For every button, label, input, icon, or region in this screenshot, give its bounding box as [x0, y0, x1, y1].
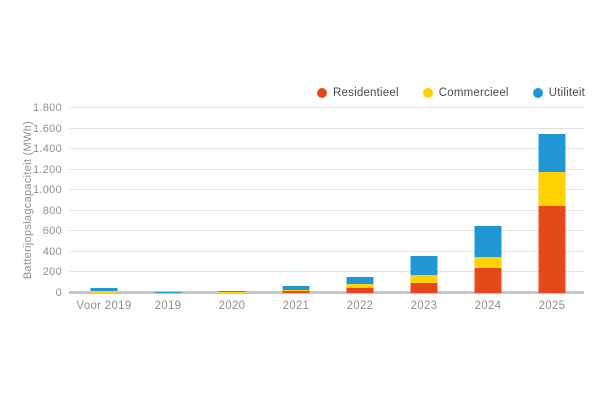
stacked-bar-2024 — [474, 226, 502, 293]
x-tick-label: 2024 — [474, 300, 502, 312]
bar-segment-commercieel — [538, 171, 566, 206]
x-tick-label: 2021 — [282, 300, 310, 312]
bar-segment-utiliteit — [346, 276, 374, 284]
gridline — [69, 250, 584, 252]
category-slot-2025 — [520, 108, 584, 293]
bar-segment-utiliteit — [90, 288, 118, 292]
stacked-bar-2022 — [346, 276, 374, 293]
legend-label: Commercieel — [438, 87, 509, 99]
y-tick-label: 800 — [42, 204, 62, 217]
bar-segment-residentieel — [538, 205, 566, 293]
legend-item-utiliteit: Utiliteit — [532, 87, 585, 99]
gridline — [69, 107, 584, 108]
bar-segment-commercieel — [90, 291, 118, 293]
bar-segment-commercieel — [282, 289, 310, 291]
category-slot-2023 — [392, 108, 456, 293]
legend-item-commercieel: Commercieel — [422, 87, 509, 99]
bar-segment-utiliteit — [282, 285, 310, 290]
plot-area — [69, 107, 584, 294]
bar-segment-commercieel — [474, 257, 502, 269]
bar-segment-utiliteit — [154, 291, 182, 293]
y-tick-label: 1.600 — [32, 122, 62, 135]
y-tick-label: 200 — [42, 266, 62, 279]
x-tick-label: 2020 — [218, 300, 246, 312]
x-tick-label: Voor 2019 — [76, 300, 132, 312]
y-tick-label: 0 — [55, 287, 62, 299]
y-tick-label: 1.000 — [32, 184, 62, 197]
legend-dot-icon — [532, 88, 543, 98]
bar-segment-utiliteit — [474, 226, 502, 258]
gridline — [69, 189, 584, 191]
x-tick-label: 2025 — [538, 300, 566, 312]
bar-segment-commercieel — [218, 291, 246, 293]
gridline — [69, 148, 584, 150]
gridline — [69, 230, 584, 232]
stacked-bar-2025 — [538, 133, 566, 293]
stacked-bar-2019 — [154, 291, 182, 293]
y-tick-label: 400 — [42, 245, 62, 258]
bar-segment-utiliteit — [410, 256, 438, 275]
category-slot-2022 — [328, 108, 392, 293]
y-tick-label: 600 — [42, 225, 62, 238]
gridline — [69, 127, 584, 129]
gridline — [69, 209, 584, 211]
bar-segment-residentieel — [474, 268, 502, 293]
category-slot-2021 — [264, 108, 328, 293]
category-slot-voor-2019 — [72, 108, 136, 293]
gridline — [69, 168, 584, 170]
legend-label: Utiliteit — [548, 87, 585, 99]
gridline — [69, 271, 584, 273]
legend-label: Residentieel — [333, 87, 399, 99]
y-tick-label: 1.400 — [32, 143, 62, 156]
x-tick-label: 2019 — [154, 300, 182, 312]
bar-segment-commercieel — [410, 274, 438, 283]
category-slot-2019 — [136, 108, 200, 293]
bar-segment-residentieel — [282, 290, 310, 293]
stacked-bar-2020 — [218, 290, 246, 293]
stacked-bar-voor-2019 — [90, 288, 118, 293]
x-tick-label: 2023 — [410, 300, 438, 312]
y-tick-label: 1.800 — [32, 102, 62, 114]
legend-dot-icon — [422, 88, 433, 98]
category-slot-2024 — [456, 108, 520, 293]
bar-segment-utiliteit — [218, 290, 246, 292]
x-tick-label: 2022 — [346, 300, 374, 312]
legend: Residentieel Commercieel Utiliteit — [317, 87, 585, 99]
legend-dot-icon — [317, 88, 328, 98]
bar-segment-residentieel — [346, 287, 374, 293]
stacked-bar-2021 — [282, 285, 310, 293]
legend-item-residentieel: Residentieel — [317, 87, 399, 99]
category-slot-2020 — [200, 108, 264, 293]
bar-segment-residentieel — [410, 282, 438, 293]
x-axis-line — [69, 291, 584, 294]
bar-segment-commercieel — [346, 283, 374, 288]
bar-segment-utiliteit — [538, 133, 566, 172]
y-tick-label: 1.200 — [32, 163, 62, 176]
stacked-bar-2023 — [410, 256, 438, 293]
